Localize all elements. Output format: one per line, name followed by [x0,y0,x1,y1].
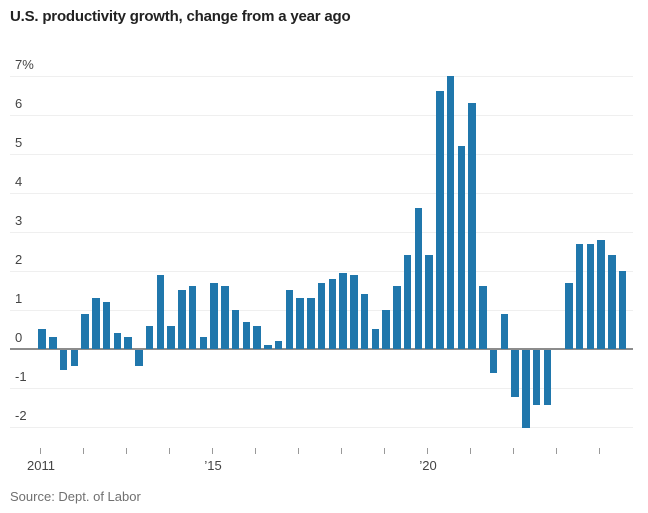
bar [70,350,78,366]
bar [489,350,498,374]
bar [253,325,261,349]
x-axis-label: 2011 [27,458,55,473]
bar [285,290,293,349]
y-axis-label: 1 [15,290,23,306]
bar [597,239,605,349]
bar [113,333,121,349]
bar [167,325,175,349]
y-axis-label: 3 [15,212,23,228]
bar [135,350,143,366]
bar [393,286,401,349]
bar [565,282,573,349]
bar [436,91,444,349]
x-tick [126,448,127,454]
bar [468,102,476,349]
x-tick [384,448,385,454]
y-axis-label: 5 [15,134,23,150]
bar [264,345,272,349]
x-tick [298,448,299,454]
x-tick [341,448,342,454]
x-tick [470,448,471,454]
x-tick [83,448,84,454]
source-note: Source: Dept. of Labor [10,489,141,504]
bar [49,337,57,349]
bar [296,298,304,349]
bar [81,313,89,349]
bar [274,341,283,349]
x-tick [556,448,557,454]
y-gridline [10,427,633,429]
x-tick [255,448,256,454]
bar [403,255,412,349]
y-axis-label: 0 [15,330,23,345]
y-gridline [10,231,633,233]
x-axis-label: ’15 [204,458,222,473]
x-tick [427,448,428,454]
bar [532,350,541,405]
x-tick [212,448,213,454]
y-axis-label: 4 [15,173,23,189]
y-axis-label: 6 [15,95,23,111]
y-axis-label: -1 [15,369,27,385]
bar [360,294,369,349]
bar [382,309,390,349]
bar [145,325,154,349]
x-tick [513,448,514,454]
chart-title: U.S. productivity growth, change from a … [10,8,351,25]
bar [479,286,487,349]
bar [210,282,218,349]
bar [586,243,594,349]
bar [457,145,465,349]
x-tick [169,448,170,454]
bar [38,329,46,349]
bar [511,350,519,397]
bar [59,350,68,370]
bar [92,298,100,349]
bar [618,270,627,349]
zero-line [10,348,633,350]
bar [317,282,326,349]
bar [188,286,197,349]
x-axis-label: ’20 [419,458,437,473]
y-gridline [10,388,633,390]
y-gridline [10,270,633,272]
y-axis-label: 2 [15,251,23,267]
bar [328,278,336,349]
bar [102,302,111,349]
bar [307,298,315,349]
y-gridline [10,75,633,77]
bar [446,75,455,349]
bar [500,313,508,349]
y-axis-label: 7% [15,56,34,72]
bar [339,272,347,349]
y-gridline [10,114,633,116]
bar [608,255,616,349]
bar [414,208,422,349]
bar [350,274,358,349]
bar [221,286,229,349]
bar [156,274,164,349]
bar [231,309,240,349]
x-tick [599,448,600,454]
bar [178,290,186,349]
y-gridline [10,153,633,155]
bar [543,350,551,405]
y-gridline [10,192,633,194]
y-axis-label: -2 [15,408,27,424]
x-tick [40,448,41,454]
bar [425,255,433,349]
bar [522,350,530,429]
bar [199,337,207,349]
bar [124,337,132,349]
bar [575,243,584,349]
bar [371,329,379,349]
bar [242,321,250,349]
